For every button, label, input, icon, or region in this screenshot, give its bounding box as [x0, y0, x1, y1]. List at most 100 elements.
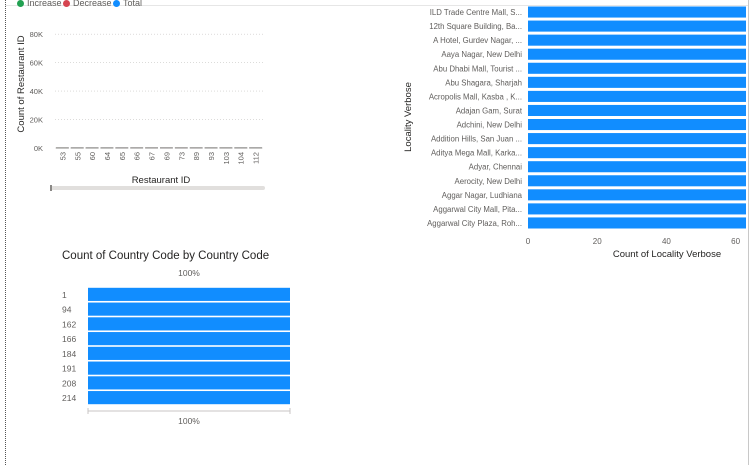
- y-category-label: Aerocity, New Delhi: [455, 177, 523, 186]
- x-axis-title: Count of Locality Verbose: [613, 249, 721, 260]
- y-tick-label: 20K: [30, 116, 43, 125]
- waterfall-bar: [234, 147, 248, 149]
- y-category-label: Aggar Nagar, Ludhiana: [442, 191, 523, 200]
- y-category-label: Aaya Nagar, New Delhi: [441, 50, 522, 59]
- x-tick-label: 89: [192, 152, 201, 160]
- x-tick-label: 64: [103, 152, 112, 160]
- locality-bar: [528, 175, 746, 187]
- country-code-bar: [88, 317, 290, 331]
- legend-total-marker: [113, 0, 120, 7]
- y-tick-label: 60K: [30, 59, 43, 68]
- x-tick-label: 69: [162, 152, 171, 160]
- canvas-scrollbar-edge[interactable]: [748, 0, 749, 465]
- y-category-label: Aggarwal City Mall, Pita...: [433, 205, 522, 214]
- country-code-bar: [88, 361, 290, 375]
- x-axis-title: Restaurant ID: [132, 175, 191, 186]
- waterfall-bar: [70, 147, 84, 149]
- y-category-label: A Hotel, Gurdev Nagar, ...: [433, 36, 522, 45]
- country-code-chart-svg: 100% 1 94 162 166 184 191 208 214 100%: [62, 268, 291, 426]
- x-tick-label: 103: [222, 152, 231, 165]
- legend-total-label: Total: [123, 0, 143, 8]
- canvas-left-border: [5, 0, 6, 465]
- locality-bar: [528, 161, 746, 173]
- x-tick-label: 73: [177, 152, 186, 160]
- scrollbar-handle: [50, 185, 52, 191]
- waterfall-chart-visual[interactable]: Increase Decrease Total 0K 20K 40K 60K 80K 53…: [10, 0, 275, 195]
- waterfall-bar: [189, 147, 203, 149]
- waterfall-bar: [100, 147, 114, 149]
- y-category-label: Aditya Mega Mall, Karka...: [431, 149, 522, 158]
- waterfall-chart-svg: 0K 20K 40K 60K 80K 53 55 60 64 65 66 67 69 73 89 93 103 1…: [16, 30, 265, 191]
- waterfall-bar: [249, 147, 262, 149]
- y-category-label: Abu Dhabi Mall, Tourist ...: [433, 64, 522, 73]
- locality-bar: [528, 203, 746, 215]
- waterfall-bar: [219, 147, 233, 149]
- locality-bar-chart-svg: ILD Trade Centre Mall, S... 12th Square B…: [403, 6, 746, 260]
- x-tick-label: 60: [88, 152, 97, 160]
- country-code-bar: [88, 302, 290, 316]
- locality-bar: [528, 119, 746, 131]
- y-tick-label: 0K: [34, 144, 43, 153]
- x-tick-label: 0: [526, 237, 531, 246]
- locality-bar: [528, 48, 746, 60]
- waterfall-bar: [130, 147, 144, 149]
- y-axis-title: Locality Verbose: [403, 82, 414, 152]
- waterfall-bar: [145, 147, 158, 149]
- x-tick-label: 65: [118, 152, 127, 160]
- bottom-percent-label: 100%: [178, 416, 200, 426]
- locality-bar: [528, 62, 746, 74]
- top-percent-label: 100%: [178, 268, 200, 278]
- x-tick-label: 67: [148, 152, 157, 160]
- waterfall-bar: [85, 147, 99, 149]
- locality-bar: [528, 104, 746, 116]
- horizontal-scrollbar: [50, 186, 265, 190]
- locality-bar: [528, 76, 746, 88]
- locality-bar: [528, 133, 746, 145]
- y-category-label: ILD Trade Centre Mall, S...: [430, 8, 522, 17]
- y-tick-label: 80K: [30, 30, 43, 39]
- country-code-bar: [88, 346, 290, 360]
- locality-bar: [528, 20, 746, 32]
- y-category-label: 162: [62, 319, 76, 329]
- y-category-label: Adchini, New Delhi: [457, 121, 523, 130]
- y-category-label: 94: [62, 305, 72, 315]
- legend-total[interactable]: Total: [113, 0, 142, 8]
- waterfall-bar: [160, 147, 173, 149]
- y-category-label: Abu Shagara, Sharjah: [445, 78, 522, 87]
- waterfall-bar: [56, 147, 69, 149]
- x-tick-label: 20: [593, 237, 602, 246]
- country-code-chart-visual[interactable]: Count of Country Code by Country Code 10…: [55, 245, 305, 430]
- x-tick-label: 55: [73, 152, 82, 160]
- y-category-label: 184: [62, 349, 76, 359]
- legend-decrease[interactable]: Decrease: [63, 0, 112, 8]
- locality-bar: [528, 189, 746, 201]
- y-category-label: 166: [62, 334, 76, 344]
- canvas-top-border: [5, 5, 748, 6]
- y-category-label: Acropolis Mall, Kasba , K...: [429, 92, 522, 101]
- y-category-label: Adajan Gam, Surat: [456, 106, 523, 115]
- locality-bar: [528, 90, 746, 102]
- y-category-label: 191: [62, 364, 76, 374]
- x-tick-label: 66: [133, 152, 142, 160]
- y-category-label: 12th Square Building, Ba...: [429, 22, 522, 31]
- legend-decrease-label: Decrease: [73, 0, 112, 8]
- legend-decrease-marker: [63, 0, 70, 7]
- country-code-bar: [88, 287, 290, 301]
- locality-bar-chart-visual[interactable]: ILD Trade Centre Mall, S... 12th Square B…: [398, 0, 750, 265]
- x-tick-label: 104: [237, 152, 246, 165]
- x-tick-label: 93: [207, 152, 216, 160]
- legend-increase[interactable]: Increase: [17, 0, 62, 8]
- country-code-bar: [88, 391, 290, 405]
- y-tick-label: 40K: [30, 87, 43, 96]
- chart-title: Count of Country Code by Country Code: [62, 250, 270, 262]
- country-code-bar: [88, 332, 290, 346]
- y-axis-title: Count of Restaurant ID: [16, 35, 27, 132]
- locality-bar: [528, 147, 746, 159]
- locality-bar: [528, 217, 746, 229]
- y-category-label: 1: [62, 290, 67, 300]
- legend-increase-marker: [17, 0, 24, 7]
- locality-bar: [528, 6, 746, 18]
- x-tick-label: 60: [731, 237, 740, 246]
- legend-increase-label: Increase: [27, 0, 62, 8]
- waterfall-bar: [115, 147, 129, 149]
